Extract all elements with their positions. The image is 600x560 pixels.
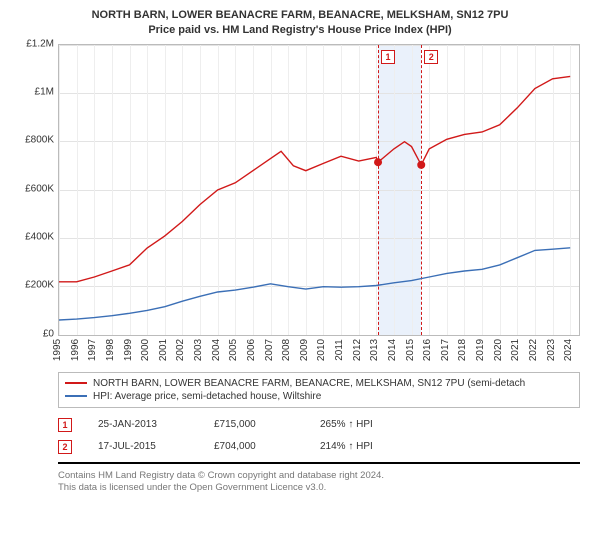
- y-tick-label: £600K: [10, 183, 54, 194]
- marker-badge-icon: 1: [58, 418, 72, 432]
- y-tick-label: £1M: [10, 87, 54, 98]
- x-tick-label: 2010: [316, 339, 328, 361]
- x-tick-label: 1998: [105, 339, 117, 361]
- x-tick-label: 1997: [87, 339, 99, 361]
- marker-pct: 265% ↑ HPI: [320, 419, 410, 430]
- x-tick-label: 2008: [281, 339, 293, 361]
- x-tick-label: 2001: [158, 339, 170, 361]
- marker-price: £704,000: [214, 441, 294, 452]
- x-tick-label: 2007: [264, 339, 276, 361]
- legend-swatch: [65, 395, 87, 397]
- legend-label: NORTH BARN, LOWER BEANACRE FARM, BEANACR…: [93, 377, 525, 390]
- footer: Contains HM Land Registry data © Crown c…: [58, 462, 580, 495]
- legend-swatch: [65, 382, 87, 384]
- x-tick-label: 2014: [387, 339, 399, 361]
- x-tick-label: 2006: [246, 339, 258, 361]
- x-tick-label: 2013: [369, 339, 381, 361]
- x-tick-label: 2002: [175, 339, 187, 361]
- x-tick-label: 2023: [546, 339, 558, 361]
- x-tick-label: 1996: [70, 339, 82, 361]
- x-tick-label: 2019: [475, 339, 487, 361]
- chart-container: NORTH BARN, LOWER BEANACRE FARM, BEANACR…: [0, 0, 600, 560]
- x-tick-label: 2022: [528, 339, 540, 361]
- chart-title-line1: NORTH BARN, LOWER BEANACRE FARM, BEANACR…: [10, 8, 590, 23]
- legend-item: NORTH BARN, LOWER BEANACRE FARM, BEANACR…: [65, 377, 573, 390]
- marker-table: 1 25-JAN-2013 £715,000 265% ↑ HPI 2 17-J…: [58, 418, 590, 454]
- footer-line: This data is licensed under the Open Gov…: [58, 482, 580, 494]
- x-tick-label: 1999: [123, 339, 135, 361]
- y-tick-label: £400K: [10, 232, 54, 243]
- marker-badge-icon: 2: [58, 440, 72, 454]
- legend-label: HPI: Average price, semi-detached house,…: [93, 390, 321, 403]
- x-tick-label: 2024: [563, 339, 575, 361]
- marker-pct: 214% ↑ HPI: [320, 441, 410, 452]
- x-tick-label: 2021: [510, 339, 522, 361]
- y-tick-label: £200K: [10, 280, 54, 291]
- y-tick-label: £800K: [10, 135, 54, 146]
- legend-item: HPI: Average price, semi-detached house,…: [65, 390, 573, 403]
- marker-date: 17-JUL-2015: [98, 441, 188, 452]
- marker-table-row: 2 17-JUL-2015 £704,000 214% ↑ HPI: [58, 440, 590, 454]
- plot-area: [58, 44, 580, 336]
- chart-title-line2: Price paid vs. HM Land Registry's House …: [10, 23, 590, 38]
- footer-line: Contains HM Land Registry data © Crown c…: [58, 470, 580, 482]
- marker-date: 25-JAN-2013: [98, 419, 188, 430]
- marker-price: £715,000: [214, 419, 294, 430]
- x-tick-label: 2004: [211, 339, 223, 361]
- x-tick-label: 2009: [299, 339, 311, 361]
- plot-wrap: £0£200K£400K£600K£800K£1M£1.2M1995199619…: [10, 44, 590, 364]
- y-tick-label: £0: [10, 328, 54, 339]
- x-tick-label: 2015: [405, 339, 417, 361]
- x-tick-label: 2000: [140, 339, 152, 361]
- marker-badge-icon: 1: [381, 50, 395, 64]
- x-tick-label: 2011: [334, 339, 346, 361]
- x-tick-label: 2012: [352, 339, 364, 361]
- x-tick-label: 1995: [52, 339, 64, 361]
- x-tick-label: 2020: [493, 339, 505, 361]
- marker-badge-icon: 2: [424, 50, 438, 64]
- x-tick-label: 2018: [457, 339, 469, 361]
- x-tick-label: 2005: [228, 339, 240, 361]
- x-tick-label: 2016: [422, 339, 434, 361]
- y-tick-label: £1.2M: [10, 38, 54, 49]
- marker-table-row: 1 25-JAN-2013 £715,000 265% ↑ HPI: [58, 418, 590, 432]
- legend: NORTH BARN, LOWER BEANACRE FARM, BEANACR…: [58, 372, 580, 408]
- x-tick-label: 2003: [193, 339, 205, 361]
- x-tick-label: 2017: [440, 339, 452, 361]
